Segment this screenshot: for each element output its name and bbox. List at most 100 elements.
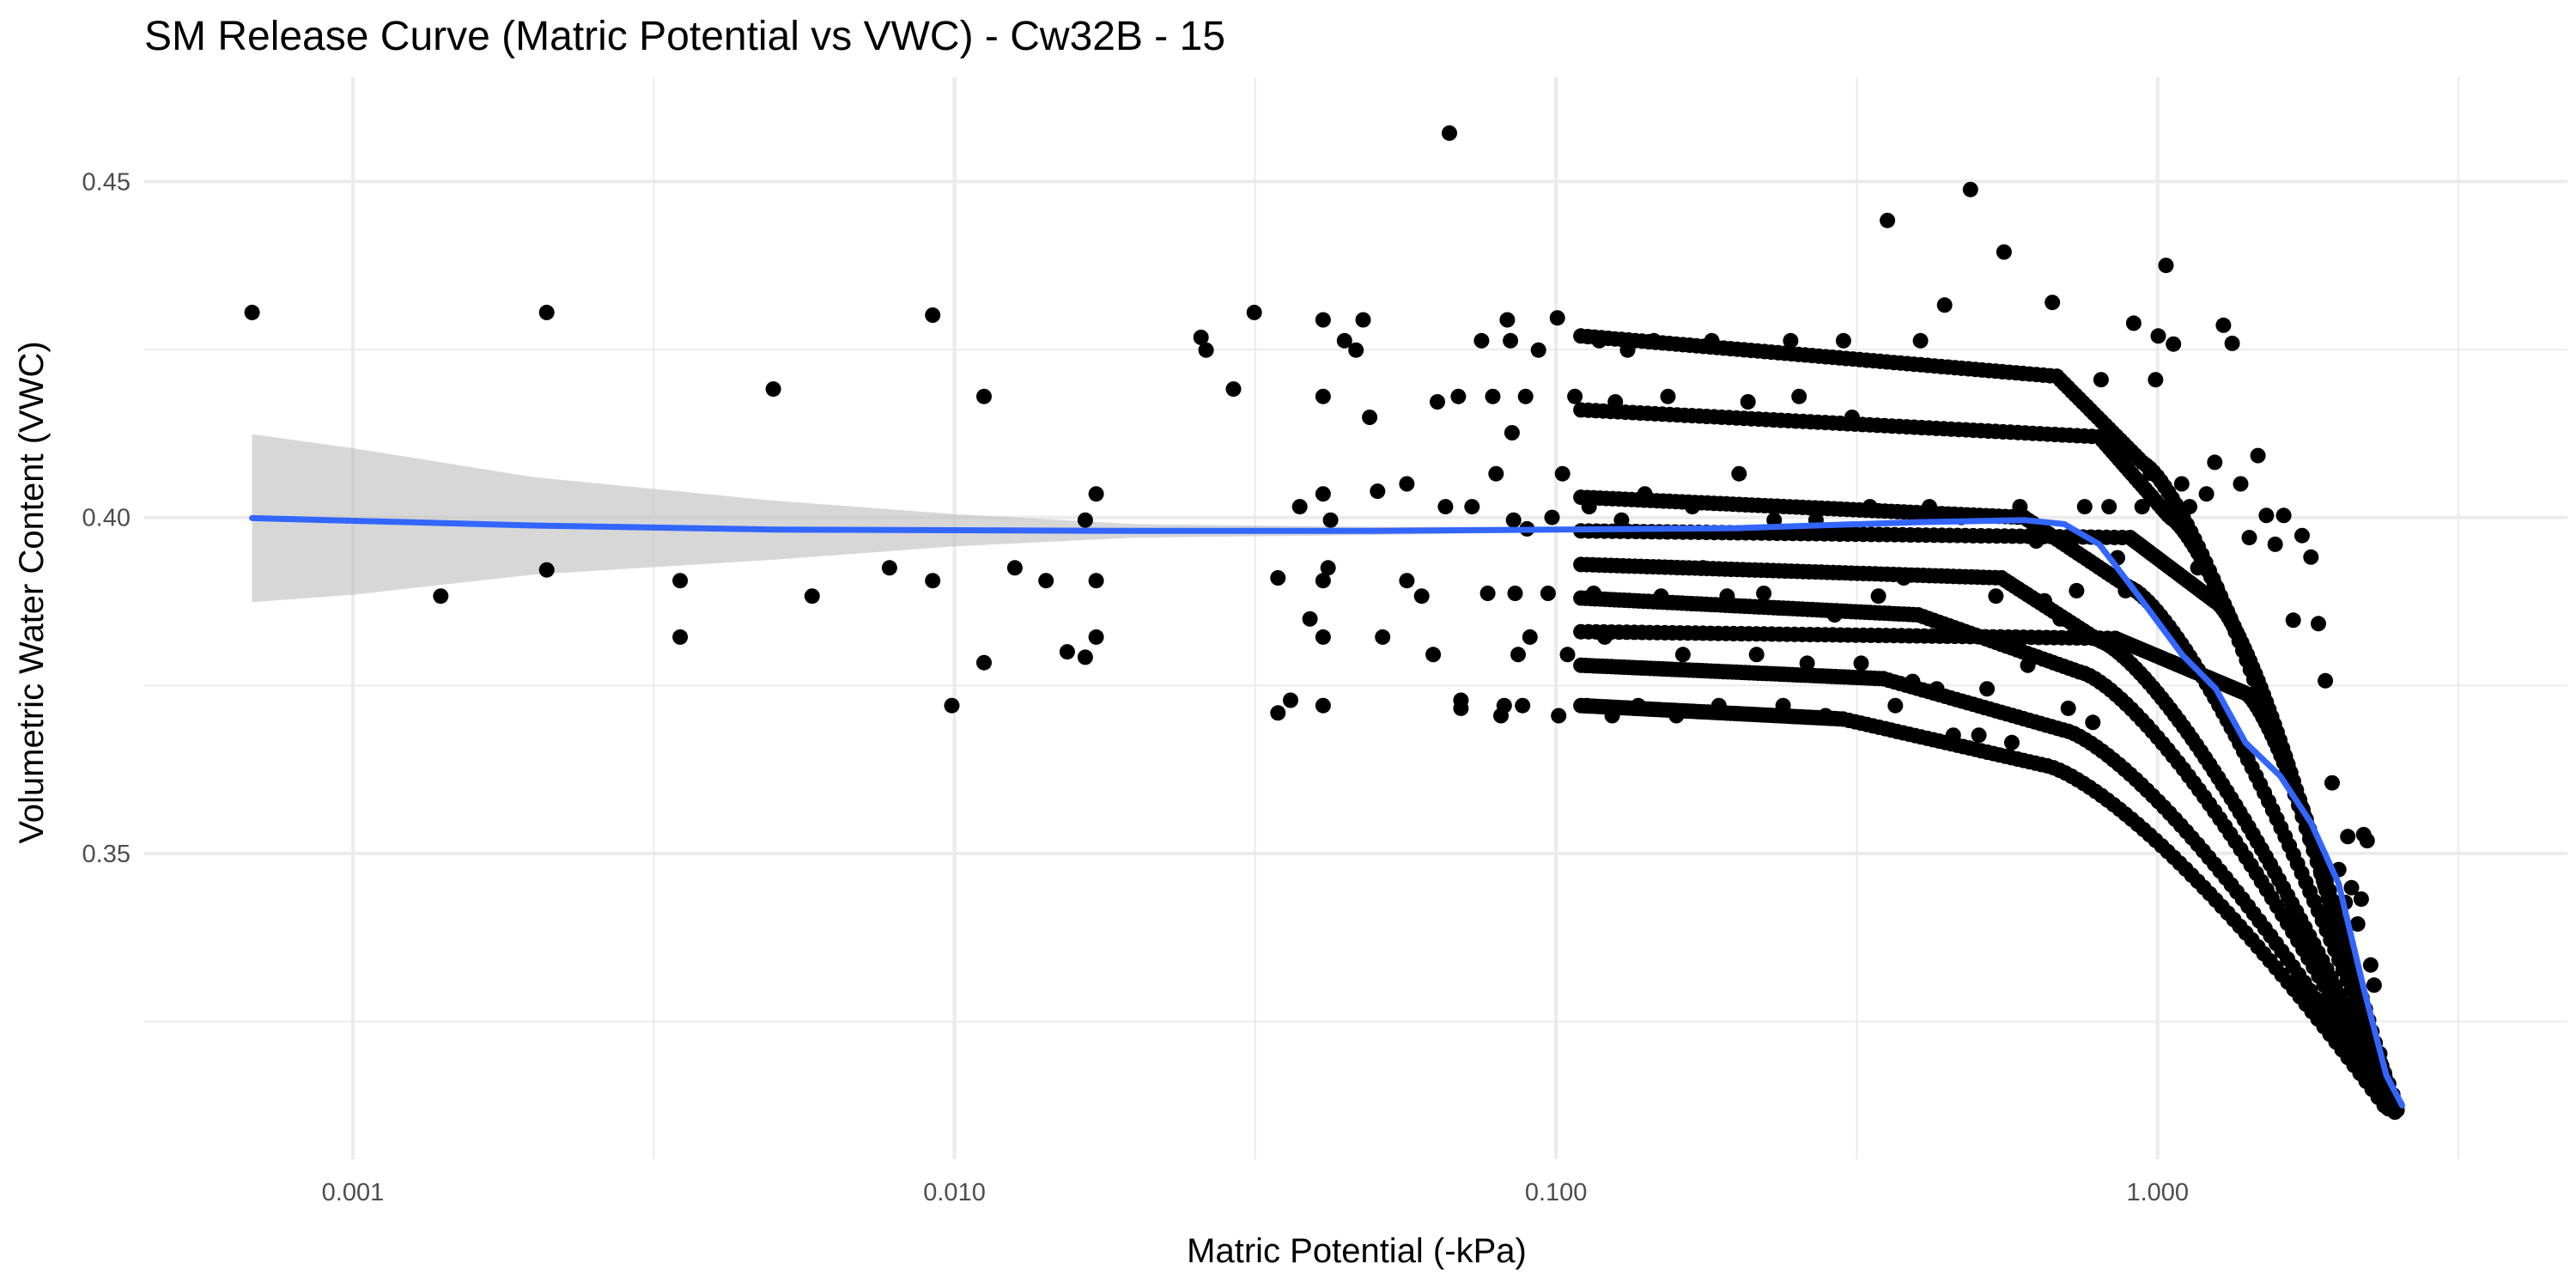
data-point [2173,476,2190,492]
y-tick-label: 0.45 [82,168,131,196]
data-point [1006,560,1023,576]
y-tick-label: 0.40 [82,505,131,532]
data-point [2224,335,2240,351]
data-point [1246,304,1262,320]
data-point [1870,588,1886,605]
data-point [1660,388,1676,404]
data-point [1375,629,1391,645]
data-point [1962,181,1978,197]
data-point [881,560,897,576]
x-axis-label: Matric Potential (-kPa) [1187,1232,1527,1270]
data-point [1510,647,1526,663]
data-point [2207,454,2223,471]
points-layer [244,125,2405,1121]
data-point [1430,394,1445,410]
data-point [2343,879,2360,896]
data-point [1756,586,1772,601]
data-point [804,588,820,605]
data-point [1731,465,1747,482]
data-point [1077,649,1093,665]
data-point [2275,507,2292,524]
data-point [2076,499,2093,515]
data-point [1505,512,1522,528]
data-point [2215,317,2232,333]
data-point [925,307,941,323]
data-point [1853,655,1869,671]
data-point [433,588,449,605]
data-point [1193,329,1209,345]
data-point [1503,332,1519,349]
data-point [2085,714,2101,731]
data-point [2353,891,2369,908]
data-point [2294,527,2310,544]
data-point [1453,700,1469,716]
data-point [2148,372,2164,388]
data-point [1554,465,1571,482]
data-point [1880,212,1896,228]
data-point [1225,381,1242,398]
data-point [2241,530,2257,546]
data-point [1088,573,1104,589]
data-point [1835,332,1851,349]
data-point [1979,681,1996,697]
data-point [1425,647,1442,663]
chart-title: SM Release Curve (Matric Potential vs VW… [144,14,1225,59]
data-point [1413,588,1430,605]
data-point [1270,705,1286,721]
data-point [1613,512,1630,528]
data-point [1996,244,2012,260]
data-point [1496,697,1512,714]
data-point [2267,536,2283,552]
data-point [1530,342,1546,358]
data-point [2044,295,2061,311]
data-point [1336,332,1352,349]
data-point [2069,582,2085,598]
data-point [2166,336,2182,352]
data-point [1971,727,1987,744]
confidence-band [252,434,2403,1113]
data-point [2285,612,2301,629]
data-point [976,388,992,404]
data-point [1540,586,1556,601]
data-point [2004,734,2020,750]
data-point [2125,315,2142,331]
x-tick-label: 0.010 [923,1179,986,1206]
data-point [2376,1097,2392,1114]
data-point [1783,332,1799,349]
data-point [1504,425,1520,440]
data-point [1912,332,1929,349]
data-point [1485,388,1501,404]
data-point [1464,499,1480,515]
data-point [1370,483,1386,500]
data-point [976,654,992,671]
data-point [1088,486,1104,502]
data-point [1442,125,1457,141]
data-point [1522,629,1538,645]
data-point [2318,672,2334,689]
data-point [2093,372,2109,388]
y-axis-ticks: 0.35 0.40 0.45 [82,168,131,868]
data-point [2324,775,2340,791]
data-point [1488,465,1504,482]
data-point [1088,629,1104,645]
x-tick-label: 0.001 [322,1179,385,1206]
data-point [1315,573,1331,589]
data-point [1551,708,1567,724]
smooth-fit-line [249,514,2405,1109]
data-point [1348,342,1364,358]
data-point [1077,512,1093,528]
data-point [1674,647,1691,663]
data-point [1315,697,1331,714]
x-tick-label: 0.100 [1525,1179,1588,1206]
data-point [1567,388,1583,404]
data-point [538,562,555,578]
data-point [1479,586,1496,601]
data-point [765,381,781,398]
data-point [1450,388,1467,404]
data-point [1473,332,1490,349]
data-point [1988,588,2004,605]
data-point [2250,447,2266,464]
data-point [1437,499,1454,515]
data-point [2303,549,2319,565]
